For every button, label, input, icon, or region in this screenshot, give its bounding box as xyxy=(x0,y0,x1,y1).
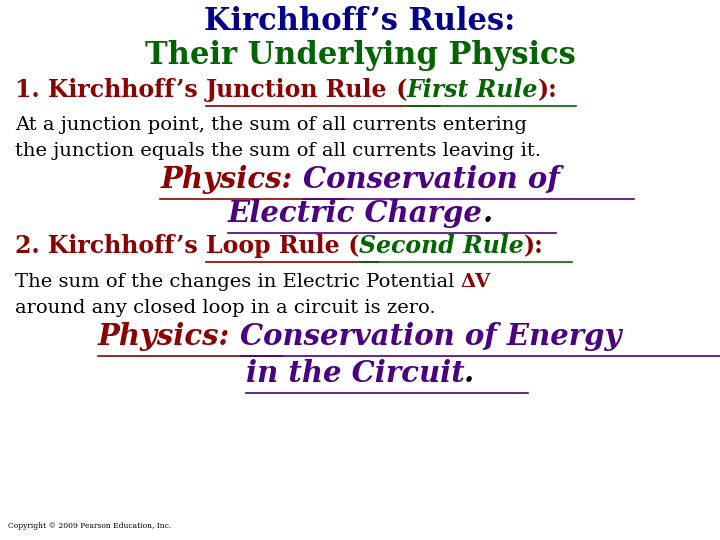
Text: Second Rule: Second Rule xyxy=(359,234,523,258)
Text: ):: ): xyxy=(539,78,558,102)
Text: (: ( xyxy=(387,78,407,102)
Text: .: . xyxy=(482,199,492,228)
Text: ΔV: ΔV xyxy=(461,273,491,291)
Text: The sum of the changes in Electric Potential: The sum of the changes in Electric Poten… xyxy=(15,273,461,291)
Text: Physics:: Physics: xyxy=(98,322,240,351)
Text: At a junction point, the sum of all currents entering: At a junction point, the sum of all curr… xyxy=(15,116,527,134)
Text: First Rule: First Rule xyxy=(407,78,539,102)
Text: in the Circuit: in the Circuit xyxy=(246,359,464,388)
Text: Physics:: Physics: xyxy=(161,165,303,194)
Text: Junction Rule: Junction Rule xyxy=(206,78,387,102)
Text: ):: ): xyxy=(523,234,544,258)
Text: 1. Kirchhoff’s: 1. Kirchhoff’s xyxy=(15,78,206,102)
Text: around any closed loop in a circuit is zero.: around any closed loop in a circuit is z… xyxy=(15,299,436,317)
Text: Loop Rule: Loop Rule xyxy=(206,234,340,258)
Text: .: . xyxy=(464,359,474,388)
Text: the junction equals the sum of all currents leaving it.: the junction equals the sum of all curre… xyxy=(15,142,541,160)
Text: (: ( xyxy=(340,234,359,258)
Text: Conservation of Energy: Conservation of Energy xyxy=(240,322,622,351)
Text: Copyright © 2009 Pearson Education, Inc.: Copyright © 2009 Pearson Education, Inc. xyxy=(8,522,171,530)
Text: Kirchhoff’s Rules:: Kirchhoff’s Rules: xyxy=(204,6,516,37)
Text: Electric Charge: Electric Charge xyxy=(228,199,482,228)
Text: Conservation of: Conservation of xyxy=(303,165,559,194)
Text: Their Underlying Physics: Their Underlying Physics xyxy=(145,40,575,71)
Text: 2. Kirchhoff’s: 2. Kirchhoff’s xyxy=(15,234,206,258)
